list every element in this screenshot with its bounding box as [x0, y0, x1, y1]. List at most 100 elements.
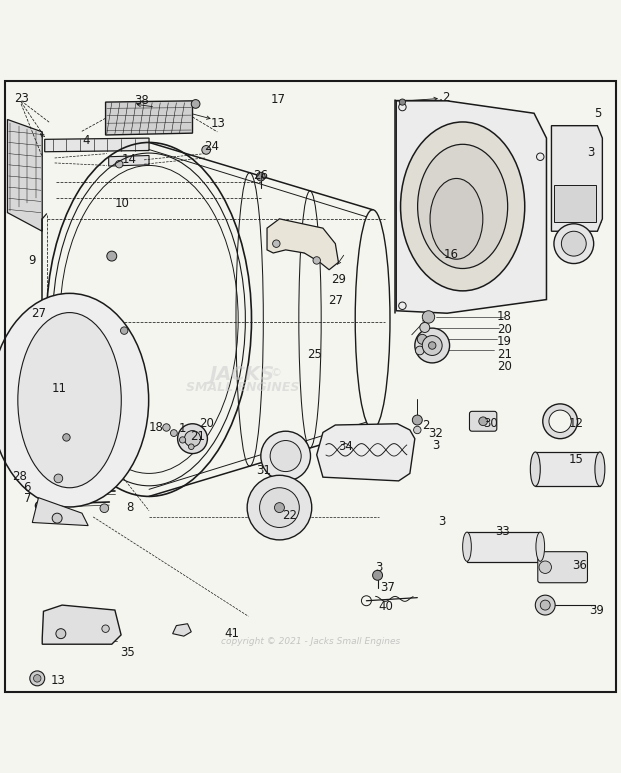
Ellipse shape — [417, 145, 507, 268]
Text: 3: 3 — [375, 560, 383, 574]
Text: JACKS: JACKS — [210, 365, 274, 383]
FancyBboxPatch shape — [469, 411, 497, 431]
Text: 31: 31 — [256, 465, 271, 478]
Text: 13: 13 — [211, 117, 226, 130]
Ellipse shape — [463, 532, 471, 561]
Text: 17: 17 — [271, 93, 286, 106]
Circle shape — [170, 430, 178, 437]
Polygon shape — [7, 120, 42, 231]
Circle shape — [261, 431, 310, 481]
Circle shape — [420, 322, 430, 332]
Circle shape — [422, 335, 442, 356]
Polygon shape — [396, 100, 546, 313]
Text: 40: 40 — [379, 600, 394, 613]
Circle shape — [189, 444, 194, 450]
Text: 28: 28 — [12, 470, 27, 483]
Circle shape — [178, 424, 207, 454]
Circle shape — [191, 100, 200, 108]
Circle shape — [373, 570, 383, 581]
Circle shape — [399, 99, 406, 105]
Circle shape — [412, 415, 422, 425]
Text: 41: 41 — [225, 627, 240, 640]
Circle shape — [184, 431, 201, 447]
Text: 13: 13 — [51, 674, 66, 686]
Text: 1: 1 — [179, 422, 186, 435]
Text: 11: 11 — [52, 383, 67, 396]
Circle shape — [313, 257, 320, 264]
Text: 27: 27 — [31, 307, 46, 320]
Ellipse shape — [18, 312, 121, 488]
Text: ©: © — [271, 369, 282, 379]
Polygon shape — [173, 624, 191, 636]
Text: 19: 19 — [497, 335, 512, 349]
Circle shape — [102, 625, 109, 632]
Text: 27: 27 — [328, 295, 343, 308]
Circle shape — [120, 327, 128, 335]
Circle shape — [107, 251, 117, 261]
Circle shape — [247, 475, 312, 540]
Text: 23: 23 — [14, 93, 29, 105]
Circle shape — [179, 437, 186, 443]
Circle shape — [561, 231, 586, 256]
Ellipse shape — [430, 179, 483, 259]
Ellipse shape — [530, 452, 540, 486]
Text: SMALL ENGINES: SMALL ENGINES — [186, 381, 299, 394]
Circle shape — [415, 328, 450, 363]
Text: 18: 18 — [497, 310, 512, 323]
Circle shape — [54, 474, 63, 483]
Text: 6: 6 — [24, 481, 31, 494]
Text: 30: 30 — [483, 417, 498, 431]
Text: 33: 33 — [496, 526, 510, 538]
Ellipse shape — [0, 293, 148, 507]
Text: 8: 8 — [127, 501, 134, 514]
Polygon shape — [42, 605, 121, 644]
Circle shape — [549, 410, 571, 432]
FancyBboxPatch shape — [538, 552, 587, 583]
Polygon shape — [554, 185, 596, 222]
Text: 14: 14 — [122, 153, 137, 165]
Text: 24: 24 — [204, 140, 219, 153]
Text: 5: 5 — [594, 107, 601, 120]
Circle shape — [56, 628, 66, 638]
Circle shape — [414, 426, 421, 434]
Text: copyright © 2021 - Jacks Small Engines: copyright © 2021 - Jacks Small Engines — [221, 637, 400, 645]
Text: 4: 4 — [82, 134, 89, 147]
Polygon shape — [106, 100, 193, 135]
Text: 10: 10 — [114, 197, 129, 209]
Circle shape — [554, 224, 594, 264]
Circle shape — [273, 240, 280, 247]
Text: 32: 32 — [428, 427, 443, 440]
Circle shape — [539, 561, 551, 574]
Text: 18: 18 — [149, 421, 164, 434]
Text: 35: 35 — [120, 645, 135, 659]
Polygon shape — [551, 126, 602, 231]
Ellipse shape — [536, 532, 545, 561]
Circle shape — [163, 424, 170, 431]
Text: 34: 34 — [338, 440, 353, 453]
Circle shape — [535, 595, 555, 615]
Polygon shape — [32, 498, 88, 526]
Text: 26: 26 — [253, 169, 268, 182]
Text: 29: 29 — [332, 273, 347, 286]
Circle shape — [428, 342, 436, 349]
Polygon shape — [109, 155, 149, 166]
Circle shape — [260, 488, 299, 527]
Text: 21: 21 — [190, 430, 205, 443]
Circle shape — [417, 335, 427, 344]
Text: 20: 20 — [497, 360, 512, 373]
Text: 36: 36 — [573, 559, 587, 572]
Polygon shape — [45, 138, 149, 152]
Polygon shape — [467, 533, 540, 562]
Text: 15: 15 — [569, 453, 584, 466]
Text: 20: 20 — [199, 417, 214, 431]
Circle shape — [540, 600, 550, 610]
Text: 3: 3 — [432, 439, 440, 452]
Ellipse shape — [595, 452, 605, 486]
Text: 2: 2 — [442, 90, 450, 104]
Circle shape — [63, 434, 70, 441]
Circle shape — [202, 145, 211, 155]
Polygon shape — [317, 424, 415, 481]
Ellipse shape — [401, 122, 525, 291]
Text: 38: 38 — [134, 94, 149, 107]
Circle shape — [30, 671, 45, 686]
